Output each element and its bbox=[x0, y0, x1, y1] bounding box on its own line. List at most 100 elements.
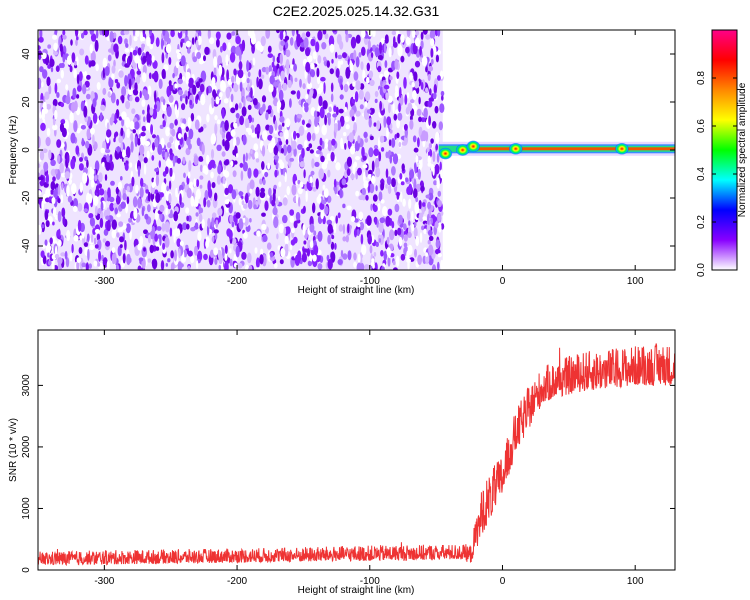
noise-speck bbox=[250, 149, 253, 155]
noise-speck bbox=[199, 83, 205, 93]
noise-speck bbox=[273, 184, 277, 190]
noise-speck bbox=[182, 156, 186, 165]
noise-speck bbox=[190, 255, 195, 264]
noise-speck bbox=[414, 30, 420, 36]
noise-speck bbox=[177, 133, 182, 140]
noise-speck bbox=[389, 154, 393, 164]
noise-speck bbox=[368, 147, 374, 158]
noise-speck bbox=[274, 169, 278, 178]
noise-speck bbox=[96, 30, 99, 39]
noise-speck bbox=[94, 175, 98, 182]
noise-speck bbox=[285, 139, 289, 145]
noise-speck bbox=[375, 185, 378, 192]
noise-speck bbox=[247, 199, 253, 210]
noise-speck bbox=[357, 135, 361, 144]
noise-speck bbox=[361, 46, 366, 56]
noise-speck bbox=[224, 199, 230, 205]
noise-speck bbox=[280, 40, 286, 46]
noise-speck bbox=[342, 203, 346, 209]
noise-speck bbox=[298, 125, 305, 136]
noise-speck bbox=[72, 205, 78, 212]
noise-speck bbox=[237, 262, 243, 269]
noise-speck bbox=[330, 82, 334, 93]
noise-speck bbox=[232, 170, 237, 178]
noise-speck bbox=[397, 227, 402, 236]
noise-speck bbox=[182, 30, 186, 34]
noise-speck bbox=[144, 140, 151, 147]
noise-speck bbox=[187, 171, 191, 179]
noise-speck bbox=[306, 123, 311, 128]
noise-speck bbox=[338, 224, 343, 232]
noise-speck bbox=[216, 175, 221, 185]
noise-speck bbox=[405, 46, 410, 54]
x-tick-label: -200 bbox=[227, 276, 247, 287]
noise-speck bbox=[356, 228, 360, 237]
noise-speck bbox=[327, 234, 331, 245]
noise-speck bbox=[224, 139, 230, 152]
noise-speck bbox=[161, 182, 166, 194]
noise-speck bbox=[114, 112, 117, 125]
noise-speck bbox=[423, 107, 428, 119]
noise-speck bbox=[188, 77, 194, 86]
noise-speck bbox=[193, 178, 197, 188]
noise-speck bbox=[433, 180, 438, 186]
noise-speck bbox=[93, 195, 99, 206]
noise-speck bbox=[307, 260, 313, 267]
noise-speck bbox=[209, 37, 215, 45]
noise-speck bbox=[235, 136, 241, 146]
noise-speck bbox=[269, 75, 275, 85]
noise-speck bbox=[247, 252, 252, 264]
noise-speck bbox=[151, 155, 155, 161]
colorbar-tick-label: 0.0 bbox=[696, 263, 707, 277]
noise-speck bbox=[428, 192, 434, 201]
noise-speck bbox=[289, 215, 295, 223]
noise-speck bbox=[170, 30, 175, 38]
noise-speck bbox=[195, 188, 201, 200]
spectrogram-y-ticks: -40 -20 0 20 40 bbox=[21, 48, 675, 253]
noise-speck bbox=[72, 87, 77, 99]
noise-speck bbox=[141, 125, 147, 132]
colorbar-ticks: 0.0 0.2 0.4 0.6 0.8 bbox=[696, 71, 737, 277]
noise-speck bbox=[339, 187, 343, 199]
noise-speck bbox=[94, 229, 100, 234]
noise-speck bbox=[227, 184, 234, 194]
noise-speck bbox=[441, 95, 444, 101]
noise-speck bbox=[428, 254, 432, 265]
noise-speck bbox=[63, 141, 67, 151]
noise-speck bbox=[154, 208, 159, 221]
noise-speck bbox=[168, 180, 172, 190]
noise-speck bbox=[158, 78, 163, 89]
noise-speck bbox=[93, 237, 97, 245]
noise-speck bbox=[81, 262, 87, 268]
noise-speck bbox=[337, 212, 341, 219]
noise-speck bbox=[196, 94, 199, 100]
noise-speck bbox=[394, 134, 397, 140]
noise-speck bbox=[430, 164, 435, 172]
noise-speck bbox=[88, 263, 93, 269]
noise-speck bbox=[86, 128, 92, 140]
noise-speck bbox=[73, 100, 78, 112]
noise-speck bbox=[64, 250, 68, 260]
noise-speck bbox=[200, 126, 204, 132]
noise-speck bbox=[52, 221, 55, 226]
noise-speck bbox=[252, 57, 256, 66]
noise-speck bbox=[312, 186, 317, 192]
noise-speck bbox=[132, 129, 136, 134]
noise-speck bbox=[287, 79, 292, 89]
noise-speck bbox=[391, 177, 396, 188]
noise-speck bbox=[77, 202, 83, 212]
noise-speck bbox=[100, 104, 106, 111]
noise-speck bbox=[66, 153, 70, 164]
noise-speck bbox=[415, 196, 419, 203]
noise-speck bbox=[126, 57, 130, 66]
noise-speck bbox=[110, 161, 114, 171]
noise-speck bbox=[53, 42, 58, 52]
noise-speck bbox=[259, 248, 264, 256]
noise-speck bbox=[321, 124, 328, 136]
noise-speck bbox=[386, 176, 392, 186]
noise-speck bbox=[116, 146, 121, 153]
noise-speck bbox=[146, 111, 151, 124]
noise-speck bbox=[52, 34, 58, 40]
noise-speck bbox=[111, 229, 117, 239]
noise-speck bbox=[231, 189, 237, 200]
